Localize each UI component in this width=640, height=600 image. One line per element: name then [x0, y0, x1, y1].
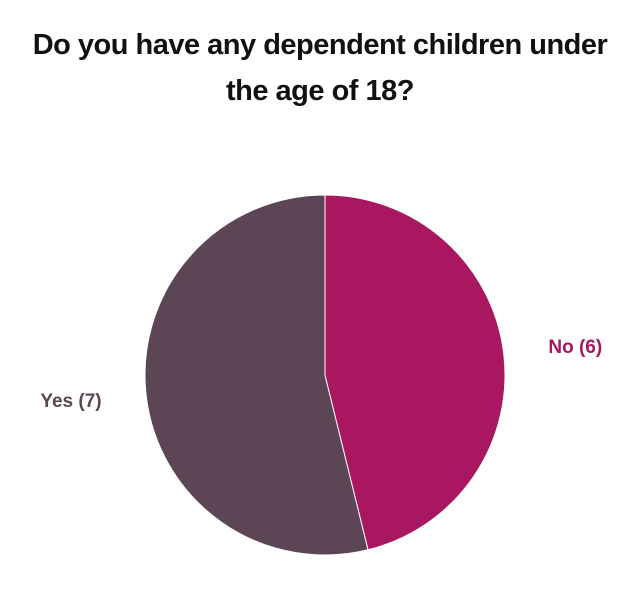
pie-slice: [324, 194, 506, 551]
pie-slice: [144, 194, 369, 556]
chart-title: Do you have any dependent children under…: [32, 29, 608, 107]
slice-label: Yes (7): [40, 391, 101, 412]
slice-label: No (6): [548, 337, 602, 358]
